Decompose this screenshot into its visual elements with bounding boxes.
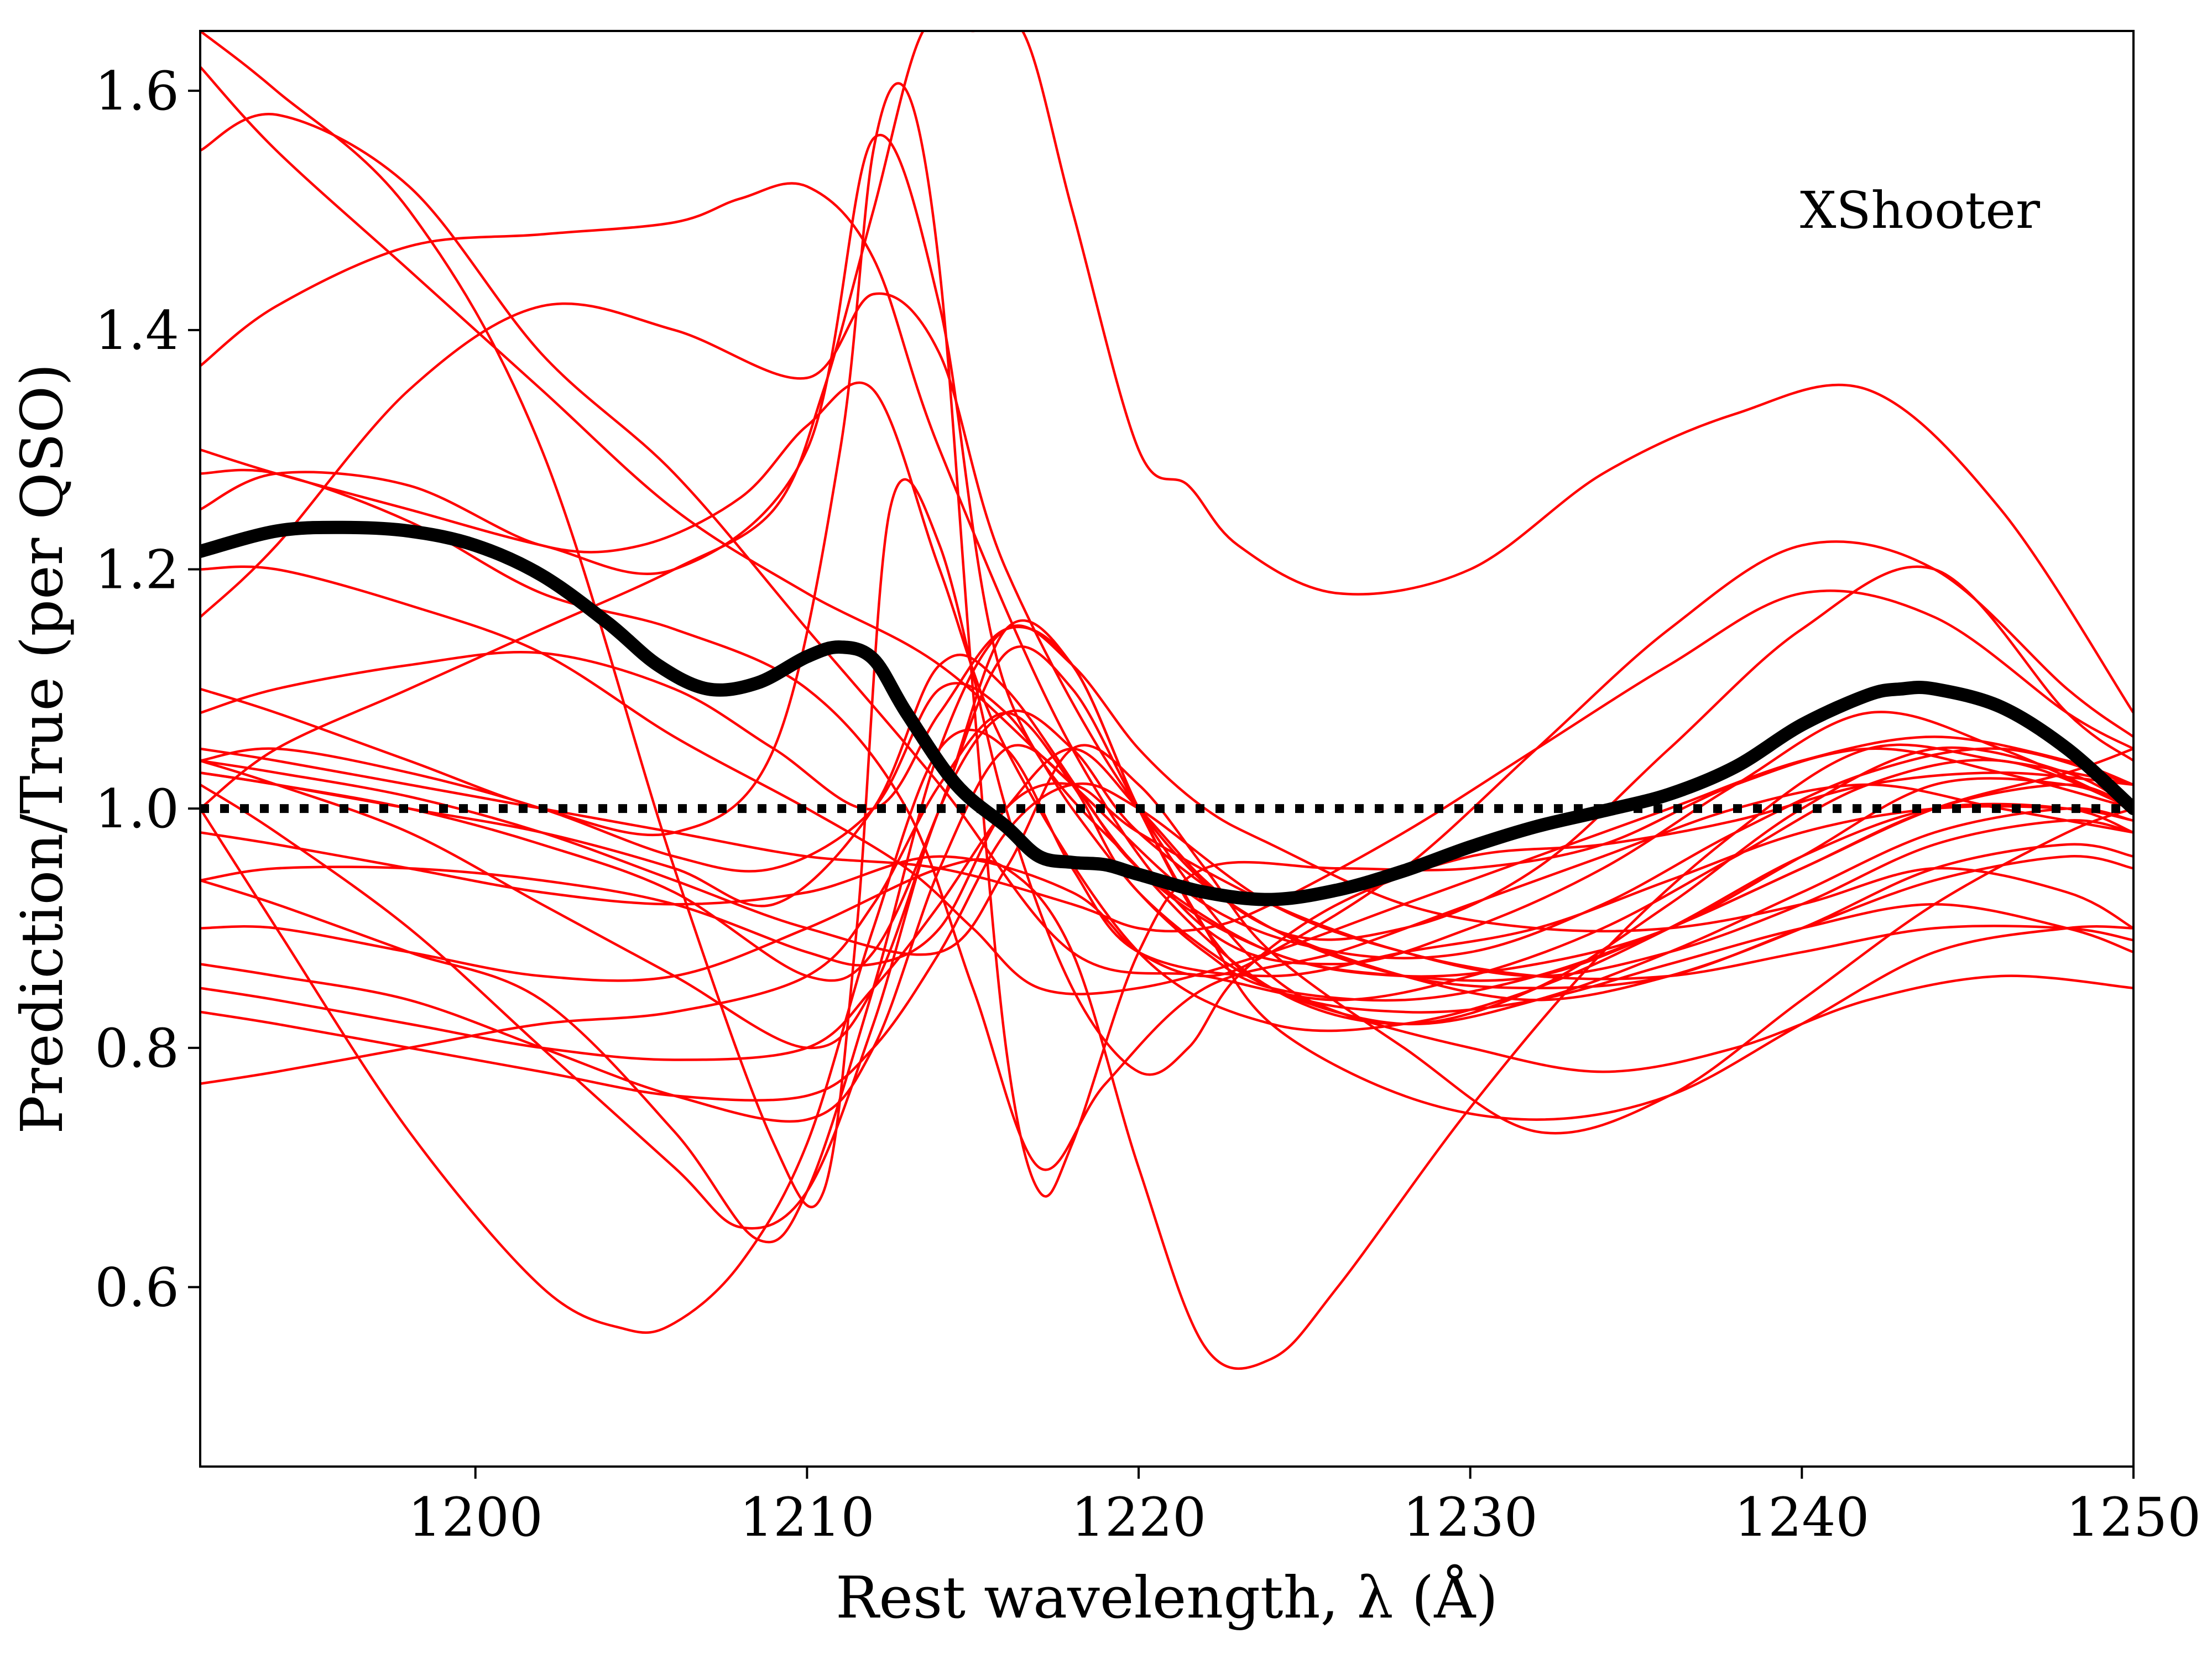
qso-ratio-line-22 — [200, 782, 2133, 980]
y-tick-label: 1.2 — [95, 539, 179, 601]
qso-ratio-line-1 — [200, 112, 2133, 1001]
x-tick-label: 1230 — [1403, 1486, 1538, 1548]
x-tick-label: 1220 — [1071, 1486, 1206, 1548]
mean-ratio-line — [200, 520, 2133, 906]
plot-background — [200, 31, 2133, 1467]
y-axis: 0.6 0.8 1.0 1.2 1.4 1.6 — [95, 60, 200, 1319]
qso-ratio-line-17 — [200, 782, 2133, 1102]
qso-ratio-line-6 — [200, 381, 2133, 1032]
instrument-annotation: XShooter — [1800, 181, 2040, 240]
qso-ratio-line-7 — [200, 468, 2133, 1171]
qso-ratio-line-12 — [200, 624, 2133, 1244]
y-tick-label: 1.6 — [95, 60, 179, 122]
qso-ratio-line-26 — [200, 743, 2133, 1370]
series-layer — [200, 31, 2133, 1370]
x-axis: 1200 1210 1220 1230 1240 1250 — [408, 1467, 2201, 1548]
x-tick-label: 1250 — [2066, 1486, 2201, 1548]
x-tick-label: 1200 — [408, 1486, 543, 1548]
qso-ratio-line-25 — [200, 31, 2133, 810]
qso-ratio-line-19 — [200, 645, 2133, 1073]
qso-ratio-line-3 — [200, 182, 2133, 966]
x-tick-label: 1210 — [739, 1486, 874, 1548]
qso-ratio-line-18 — [200, 711, 2133, 1085]
y-axis-label: Prediction/True (per QSO) — [8, 363, 76, 1134]
x-tick-label: 1240 — [1734, 1486, 1869, 1548]
y-tick-label: 1.4 — [95, 300, 179, 362]
qso-ratio-line-16 — [200, 747, 2133, 1061]
qso-ratio-line-4 — [200, 292, 2133, 941]
y-tick-label: 1.0 — [95, 778, 179, 840]
mean-layer — [200, 520, 2133, 906]
qso-ratio-line-28 — [200, 540, 2133, 978]
y-tick-label: 0.8 — [95, 1018, 179, 1079]
qso-ratio-line-20 — [200, 619, 2133, 1121]
y-tick-label: 0.6 — [95, 1257, 179, 1319]
plot-frame — [199, 30, 2135, 1468]
x-axis-label: Rest wavelength, λ (Å) — [836, 1563, 1498, 1631]
qso-ratio-line-24 — [200, 31, 2133, 1208]
